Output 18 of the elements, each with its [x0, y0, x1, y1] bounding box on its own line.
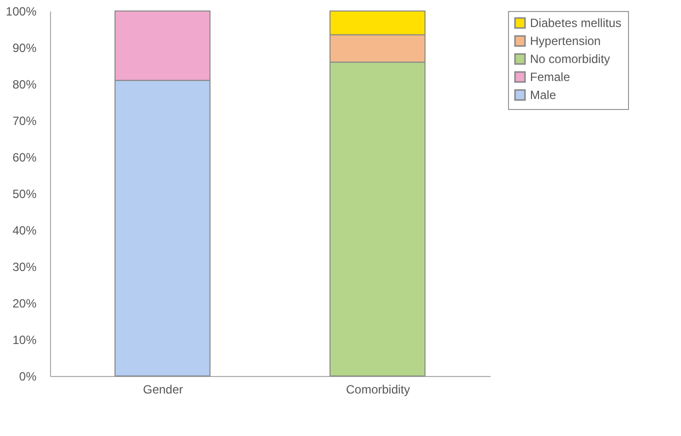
- legend-label: Hypertension: [530, 34, 601, 48]
- x-tick-label: Comorbidity: [346, 382, 410, 396]
- x-tick-label: Gender: [142, 382, 184, 396]
- legend-label: Female: [530, 70, 570, 84]
- y-tick-label: 100%: [6, 4, 37, 18]
- y-tick-label: 30%: [12, 260, 37, 274]
- y-tick-label: 10%: [12, 333, 37, 347]
- y-tick-label: 40%: [12, 224, 37, 238]
- y-tick-label: 70%: [12, 114, 37, 128]
- y-tick-label: 50%: [12, 187, 37, 201]
- y-tick-label: 90%: [12, 41, 37, 55]
- y-tick-label: 20%: [12, 296, 37, 310]
- y-tick-label: 60%: [12, 150, 37, 164]
- y-tick-label: 80%: [12, 78, 37, 92]
- legend-label: Male: [530, 88, 556, 102]
- legend-label: No comorbidity: [530, 52, 610, 66]
- legend-label: Diabetes mellitus: [530, 16, 622, 30]
- y-tick-label: 0%: [19, 370, 37, 384]
